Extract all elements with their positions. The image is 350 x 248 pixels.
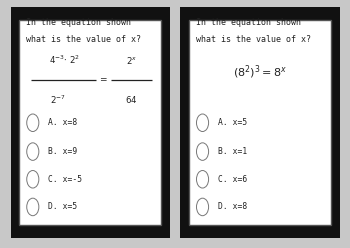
Text: $64$: $64$	[125, 94, 138, 105]
Text: A. x=5: A. x=5	[218, 118, 247, 127]
Text: $2^x$: $2^x$	[126, 55, 137, 66]
Text: $4^{-3}{\cdot}\ 2^2$: $4^{-3}{\cdot}\ 2^2$	[49, 54, 80, 66]
Text: D. x=8: D. x=8	[218, 202, 247, 212]
Text: $\left(8^2\right)^3 = 8^x$: $\left(8^2\right)^3 = 8^x$	[233, 63, 287, 81]
Text: A. x=8: A. x=8	[48, 118, 77, 127]
Text: $2^{-7}$: $2^{-7}$	[50, 94, 65, 106]
FancyBboxPatch shape	[189, 20, 331, 225]
Text: C. x=-5: C. x=-5	[48, 175, 82, 184]
Text: what is the value of x?: what is the value of x?	[27, 35, 141, 44]
FancyBboxPatch shape	[10, 7, 170, 238]
Text: In the equation shown: In the equation shown	[196, 18, 301, 27]
Text: what is the value of x?: what is the value of x?	[196, 35, 311, 44]
FancyBboxPatch shape	[19, 20, 161, 225]
Text: In the equation shown: In the equation shown	[27, 18, 132, 27]
Text: C. x=6: C. x=6	[218, 175, 247, 184]
Text: B. x=1: B. x=1	[218, 147, 247, 156]
Text: B. x=9: B. x=9	[48, 147, 77, 156]
Text: D. x=5: D. x=5	[48, 202, 77, 212]
FancyBboxPatch shape	[180, 7, 340, 238]
Text: $=$: $=$	[98, 74, 109, 83]
